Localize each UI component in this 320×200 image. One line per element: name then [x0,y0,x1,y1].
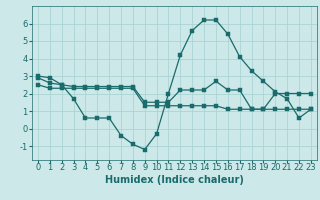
X-axis label: Humidex (Indice chaleur): Humidex (Indice chaleur) [105,175,244,185]
